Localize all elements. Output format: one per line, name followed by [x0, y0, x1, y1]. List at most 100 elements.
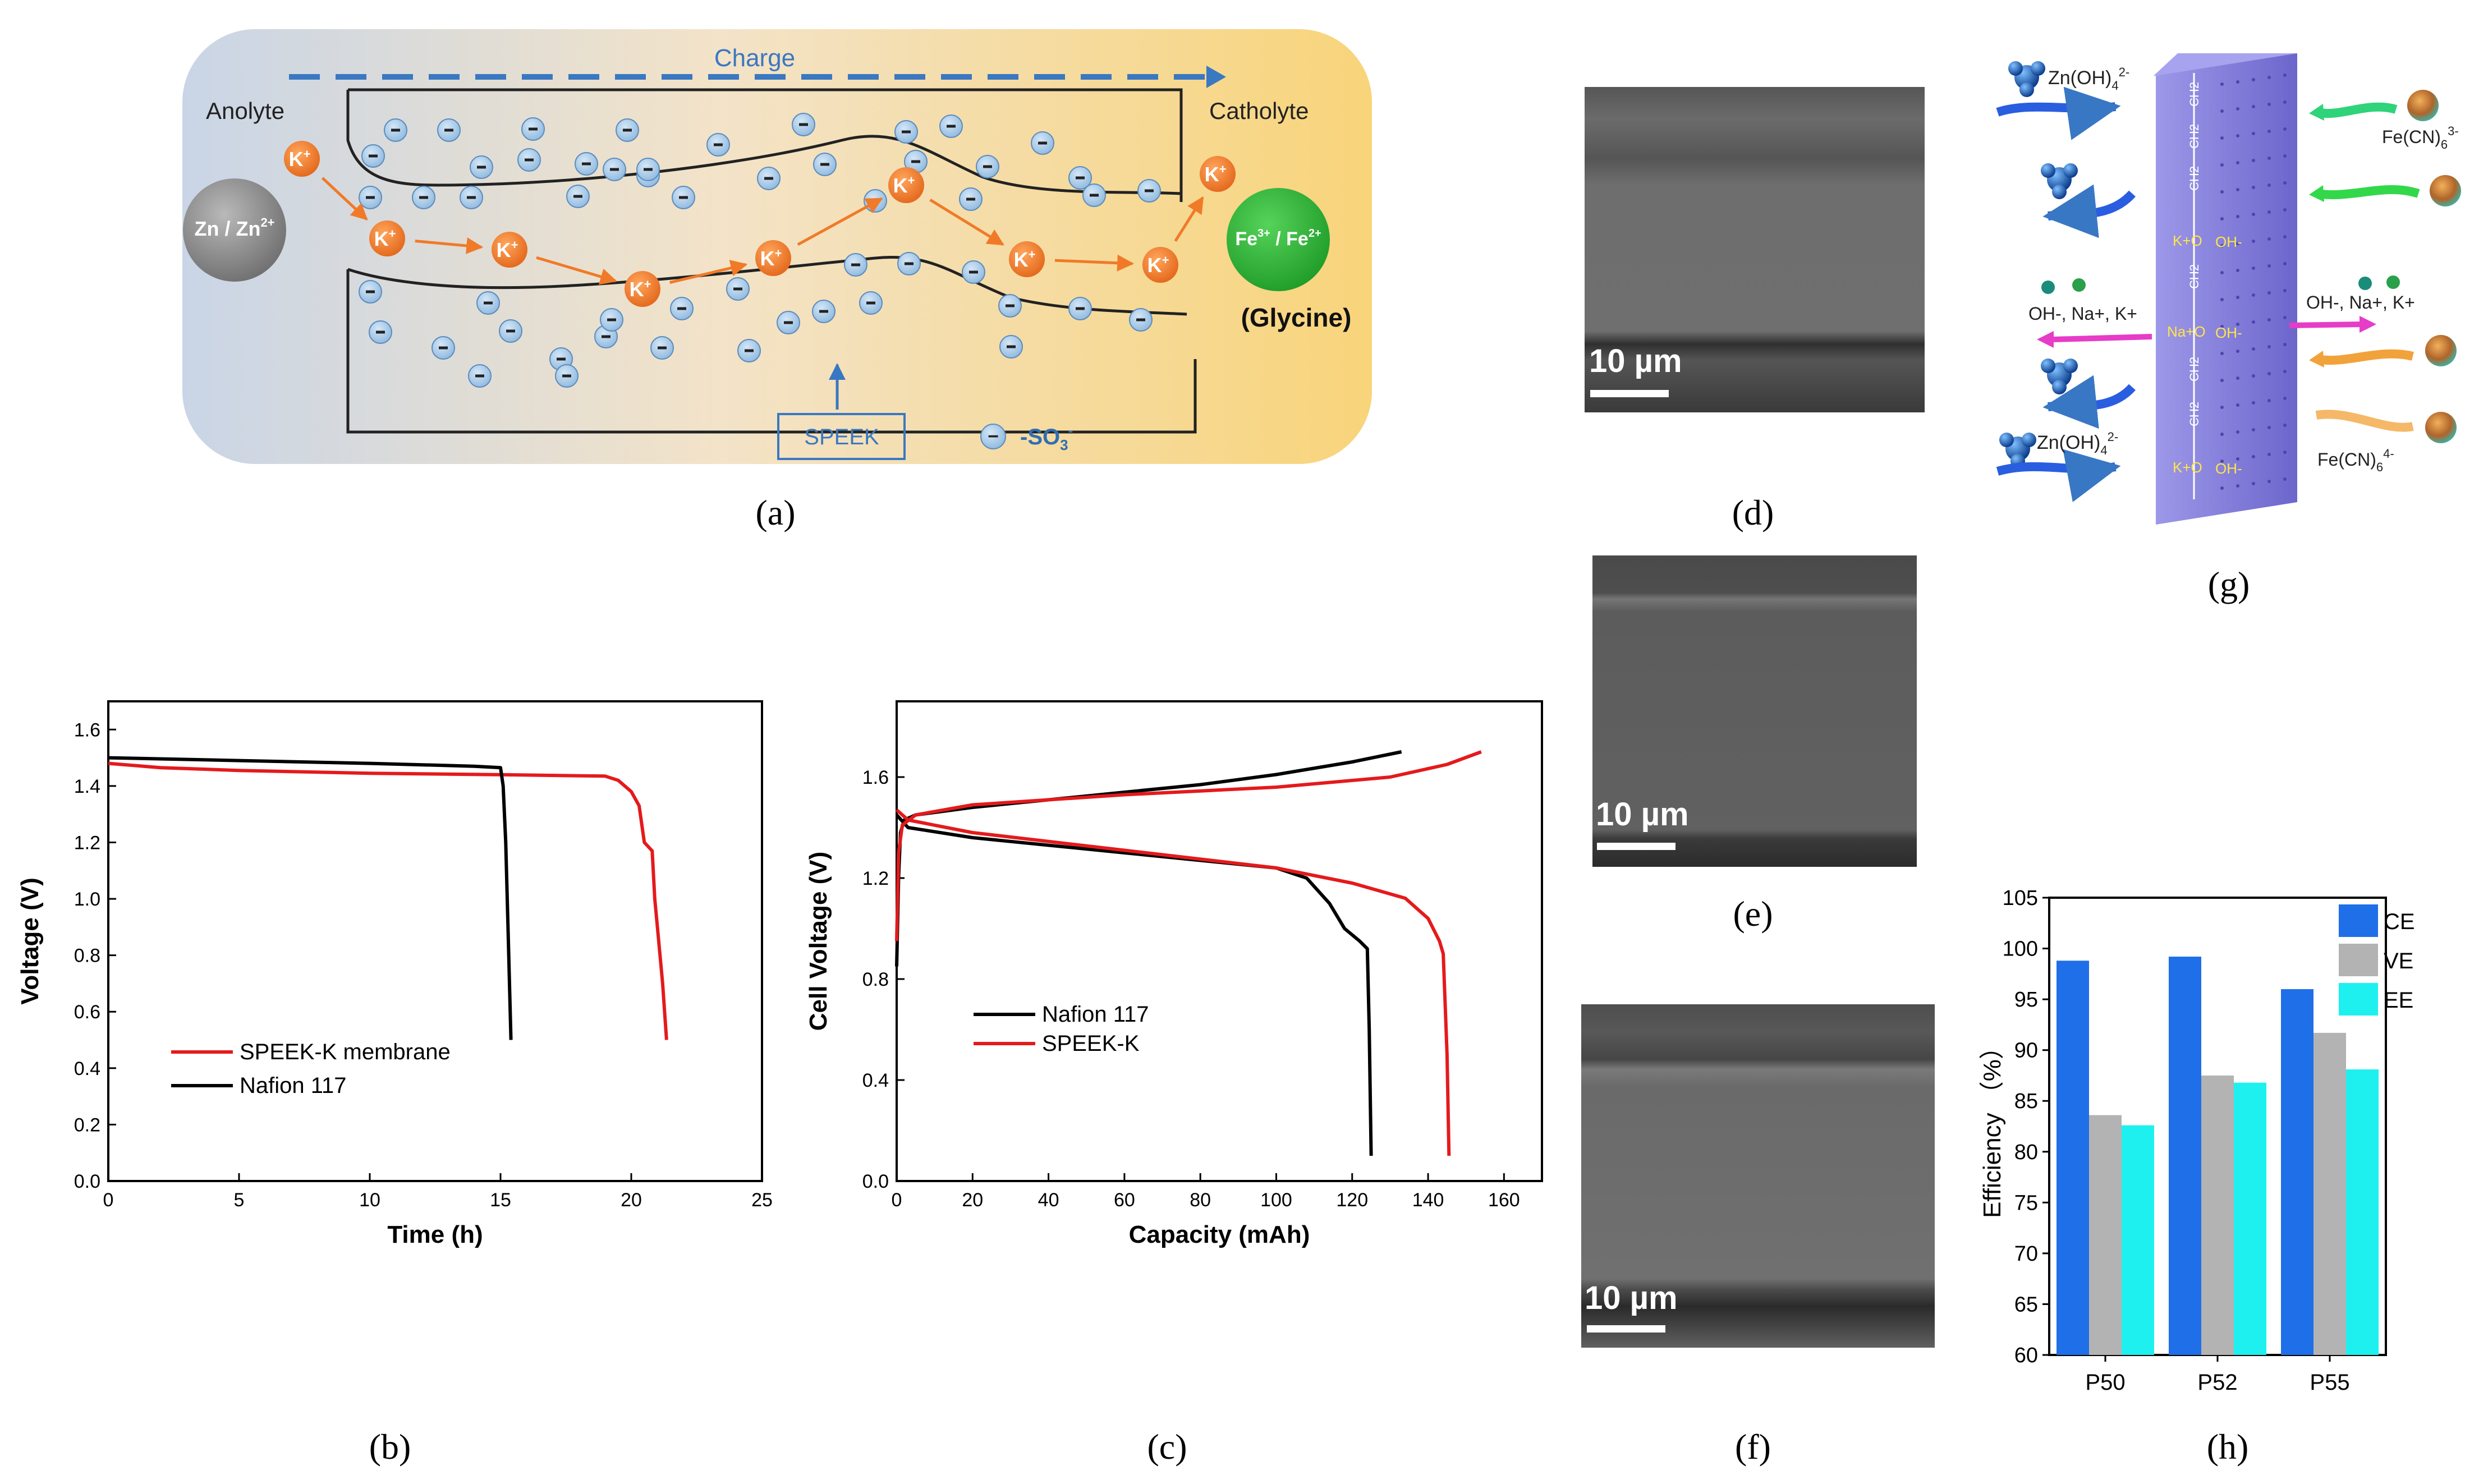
series-line-2: [895, 814, 1373, 1156]
series-line-4: [896, 808, 1451, 1156]
pore: [2220, 298, 2224, 301]
k-ion-circle: [888, 167, 924, 203]
sulfonate-minus: [1006, 304, 1015, 307]
sulfonate-minus: [376, 330, 385, 334]
panel-label-c: (c): [1147, 1427, 1187, 1467]
chart-h-efficiency-bars: 60 65 70 75 80 85 90 95 100 105 Efficiency （%） P50 P…: [1979, 886, 2415, 1395]
y-axis-label: Voltage (V): [16, 877, 44, 1005]
legend-label-EE: EE: [2384, 988, 2413, 1013]
k-ion-label: K+: [630, 277, 651, 301]
k-ion-label: K+: [893, 173, 915, 197]
panel-label-a: (a): [755, 493, 795, 532]
sulfonate-9: [566, 185, 590, 208]
x-axis-label: Capacity (mAh): [1129, 1221, 1310, 1248]
sulfonate-minus: [1038, 141, 1047, 145]
y-tick-label: 1.2: [862, 868, 889, 889]
x-tick-label: 100: [1260, 1189, 1292, 1211]
panel-label-e: (e): [1733, 894, 1773, 934]
oh-label-3: OH-: [2215, 460, 2242, 477]
sulfonate-41: [726, 277, 750, 301]
pore: [2267, 157, 2271, 160]
sulfonate-40: [670, 297, 694, 320]
chain-ch2-1: CH2: [2187, 82, 2201, 107]
pore: [2236, 80, 2239, 84]
pore: [2283, 100, 2287, 104]
sulfonate-54: [555, 364, 579, 388]
pore: [2283, 451, 2287, 454]
sulfonate-21: [939, 114, 963, 138]
x-tick-label: 20: [962, 1189, 983, 1211]
pore: [2236, 403, 2239, 407]
y-tick-label: 0.4: [74, 1058, 100, 1079]
sulfonate-minus: [966, 197, 975, 201]
chart-b-voltage-time: 0 5 10 15 20 25 0.0 0.2 0.4 0.6 0.8 1.0 1.2 1.4 1.6 Tim…: [16, 700, 773, 1248]
series-line-1: [108, 761, 668, 1040]
pore: [2236, 107, 2239, 111]
plot-frame: [107, 700, 763, 1182]
k-ion-label: K+: [497, 238, 518, 261]
legend-label-CE: CE: [2384, 909, 2415, 934]
pore: [2267, 372, 2271, 375]
sulfonate-minus: [529, 127, 538, 131]
sulfonate-39: [650, 336, 674, 360]
sulfonate-minus: [905, 262, 914, 265]
pore: [2236, 350, 2239, 353]
pore: [2283, 235, 2287, 238]
sulfonate-52: [1129, 308, 1153, 332]
fecn6-4-bounce: [2309, 335, 2457, 367]
svg-text:−: −: [988, 426, 999, 447]
pore: [2252, 213, 2255, 216]
x-tick-label: 80: [1190, 1189, 1211, 1211]
glycine-label: (Glycine): [1241, 303, 1352, 332]
k-ion-label: K+: [1205, 162, 1227, 186]
sulfonate-51: [1068, 297, 1092, 320]
sulfonate-minus: [911, 160, 920, 163]
sulfonate-minus: [1076, 307, 1085, 310]
svg-text:OH-, Na+, K+: OH-, Na+, K+: [2028, 304, 2137, 324]
pore: [2267, 130, 2271, 133]
zn-oh4-bounce-2: [2041, 359, 2136, 429]
pore: [2220, 271, 2224, 274]
sulfonate-minus: [983, 165, 992, 168]
y-tick-label: 1.4: [74, 776, 100, 797]
sulfonate-13: [672, 186, 695, 209]
x-tick-label: 0: [892, 1189, 902, 1211]
x-tick-label: P55: [2310, 1370, 2349, 1395]
chain-ch2-6: CH2: [2187, 402, 2201, 426]
x-tick-label: 140: [1412, 1189, 1444, 1211]
x-tick-label: 5: [234, 1189, 245, 1211]
y-tick-label: 85: [2014, 1090, 2038, 1113]
oh-label-2: OH-: [2215, 324, 2242, 341]
pore: [2283, 262, 2287, 265]
x-tick-label: 160: [1488, 1189, 1520, 1211]
k-ion-6: K+: [888, 167, 924, 203]
k-ion-circle: [284, 141, 320, 177]
speek-box: [777, 413, 906, 460]
pore: [2283, 397, 2287, 400]
svg-text:Fe(CN)63-: Fe(CN)63-: [2382, 124, 2459, 151]
k-ion-arrows: [321, 177, 1204, 285]
pore: [2220, 433, 2224, 436]
sem-scale-label-e: 10 µm: [1596, 796, 1689, 833]
sulfonate-minus: [366, 290, 375, 293]
sulfonate-minus: [506, 329, 515, 333]
y-tick-label: 75: [2014, 1191, 2038, 1215]
pore: [2220, 244, 2224, 247]
membrane-front: [2156, 53, 2297, 525]
k-arrow-6: [929, 199, 1004, 246]
speek-label: SPEEK: [804, 425, 879, 449]
sulfonate-minus: [866, 301, 875, 305]
k-ion-8: K+: [1142, 247, 1178, 283]
pore: [2267, 291, 2271, 295]
svg-text:Zn(OH)42-: Zn(OH)42-: [2037, 430, 2118, 457]
pore: [2220, 352, 2224, 355]
pore: [2283, 424, 2287, 427]
panel-label-d: (d): [1732, 493, 1774, 532]
y-tick-label: 0.8: [74, 945, 100, 967]
sulfonate-minus: [1007, 345, 1016, 348]
pore: [2220, 486, 2224, 490]
sulfonate-15: [757, 167, 781, 190]
y-tick-label: 1.6: [862, 767, 889, 788]
